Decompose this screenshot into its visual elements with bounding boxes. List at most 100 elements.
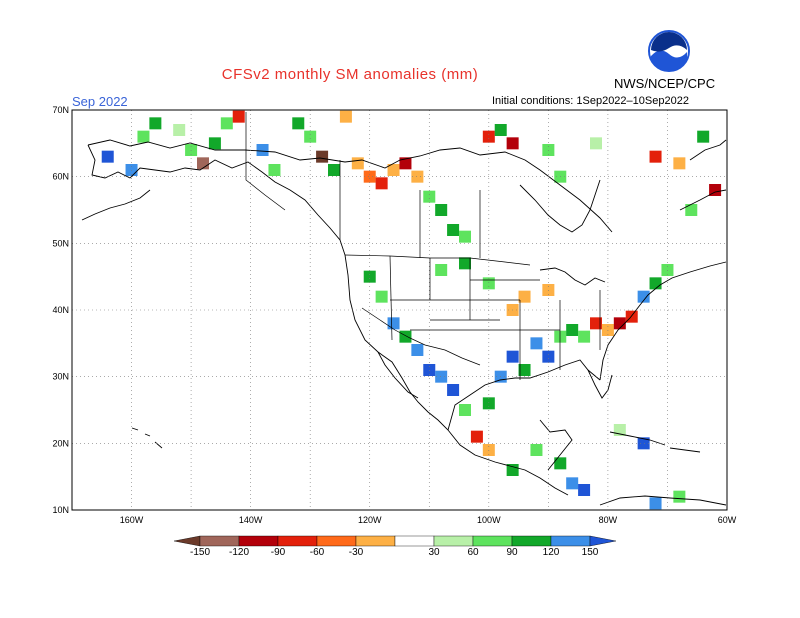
anomaly-cell (435, 204, 448, 216)
anomaly-cell (411, 344, 424, 356)
anomaly-cell (149, 117, 162, 130)
anomaly-cell (137, 130, 150, 143)
political-borders (245, 112, 601, 380)
lat-tick-label: 40N (52, 305, 69, 315)
lon-tick-label: 80W (599, 515, 618, 525)
lat-tick-label: 60N (52, 172, 69, 182)
anomaly-cell (554, 457, 567, 470)
colorbar-swatch (199, 535, 240, 547)
anomaly-cell (506, 464, 519, 476)
anomaly-cell (530, 337, 543, 350)
colorbar-label: -30 (348, 547, 364, 558)
anomaly-cell (518, 290, 531, 303)
colorbar-label: 150 (581, 547, 599, 558)
anomaly-cell (566, 477, 579, 490)
anomaly-cell (375, 177, 388, 190)
colorbar-swatch (472, 535, 513, 547)
map-title: CFSv2 monthly SM anomalies (mm) (221, 66, 479, 83)
anomaly-cell (339, 110, 352, 123)
anomaly-cell (173, 124, 186, 136)
anomaly-cell (399, 157, 412, 170)
anomaly-cell (447, 224, 460, 236)
anomaly-cell (304, 130, 317, 143)
anomaly-cell (363, 170, 376, 183)
anomaly-cell (411, 170, 424, 183)
colorbar-arrow-right (589, 535, 617, 547)
colorbar-label: -150 (189, 547, 211, 558)
anomaly-cell (435, 370, 448, 383)
lat-tick-label: 30N (52, 372, 69, 382)
colorbar-swatch (511, 535, 552, 547)
anomaly-cell (482, 397, 495, 410)
anomaly-cell (316, 150, 329, 163)
anomaly-cell (208, 137, 221, 150)
lat-tick-label: 20N (52, 438, 69, 448)
anomaly-cell (459, 257, 471, 270)
anomaly-cell (566, 324, 579, 336)
anomaly-cell (613, 317, 626, 330)
anomaly-cell (637, 290, 650, 303)
anomaly-cell (459, 230, 471, 243)
anomaly-cell (375, 290, 388, 303)
anomaly-cell (530, 444, 543, 456)
colorbar-label: -120 (228, 547, 250, 558)
anomaly-cell (590, 317, 602, 330)
anomaly-cell (363, 270, 376, 283)
month-label: Sep 2022 (72, 94, 128, 109)
colorbar-label: -60 (309, 547, 325, 558)
anomaly-cell (268, 164, 281, 176)
anomaly-cell (101, 150, 114, 163)
colorbar-swatch (433, 535, 474, 547)
lon-tick-label: 160W (120, 515, 144, 525)
anomaly-cell (590, 137, 602, 150)
lat-tick-label: 10N (52, 505, 69, 515)
lon-tick-label: 100W (477, 515, 501, 525)
agency-label: NWS/NCEP/CPC (614, 76, 716, 91)
colorbar-label: 90 (506, 547, 518, 558)
anomaly-cell (232, 110, 245, 123)
colorbar-label: 60 (467, 547, 479, 558)
anomaly-cell (637, 437, 650, 450)
anomaly-cell (709, 184, 722, 196)
anomaly-cell (673, 157, 686, 170)
colorbar-swatch (550, 535, 591, 547)
anomaly-cell (649, 150, 662, 163)
anomaly-cell (447, 384, 460, 396)
lon-tick-label: 60W (718, 515, 737, 525)
anomaly-cell (256, 144, 269, 156)
anomaly-cell (387, 317, 400, 330)
lon-tick-label: 140W (239, 515, 263, 525)
latitude-labels: 70N 60N 50N 40N 30N 20N 10N (52, 105, 69, 515)
anomaly-cell (435, 264, 448, 276)
colorbar-label: -90 (270, 547, 286, 558)
noaa-logo-icon (648, 30, 690, 72)
anomaly-cell (542, 350, 555, 363)
anomaly-cell (685, 204, 698, 216)
coastlines (81, 139, 727, 506)
anomaly-cell (506, 350, 519, 363)
anomaly-cell (328, 164, 340, 176)
anomaly-cell (506, 137, 519, 150)
colorbar-swatch (316, 535, 357, 547)
lat-tick-label: 50N (52, 238, 69, 248)
map-frame (71, 109, 728, 511)
anomaly-cell (387, 164, 400, 176)
colorbar-swatch (238, 535, 279, 547)
colorbar-swatch (277, 535, 318, 547)
colorbar-arrow-left (173, 535, 201, 547)
anomaly-cell (482, 130, 495, 143)
graticule (72, 110, 727, 510)
anomaly-cell (459, 404, 471, 416)
anomaly-cell (578, 330, 591, 343)
anomaly-cell (649, 497, 662, 510)
colorbar-label: 120 (542, 547, 560, 558)
lat-tick-label: 70N (52, 105, 69, 115)
colorbar-label: 30 (428, 547, 440, 558)
anomaly-cell (673, 490, 686, 503)
anomaly-cell (697, 130, 710, 143)
anomaly-cell (494, 124, 507, 136)
anomaly-cell (292, 117, 305, 130)
anomaly-cell (220, 117, 233, 130)
